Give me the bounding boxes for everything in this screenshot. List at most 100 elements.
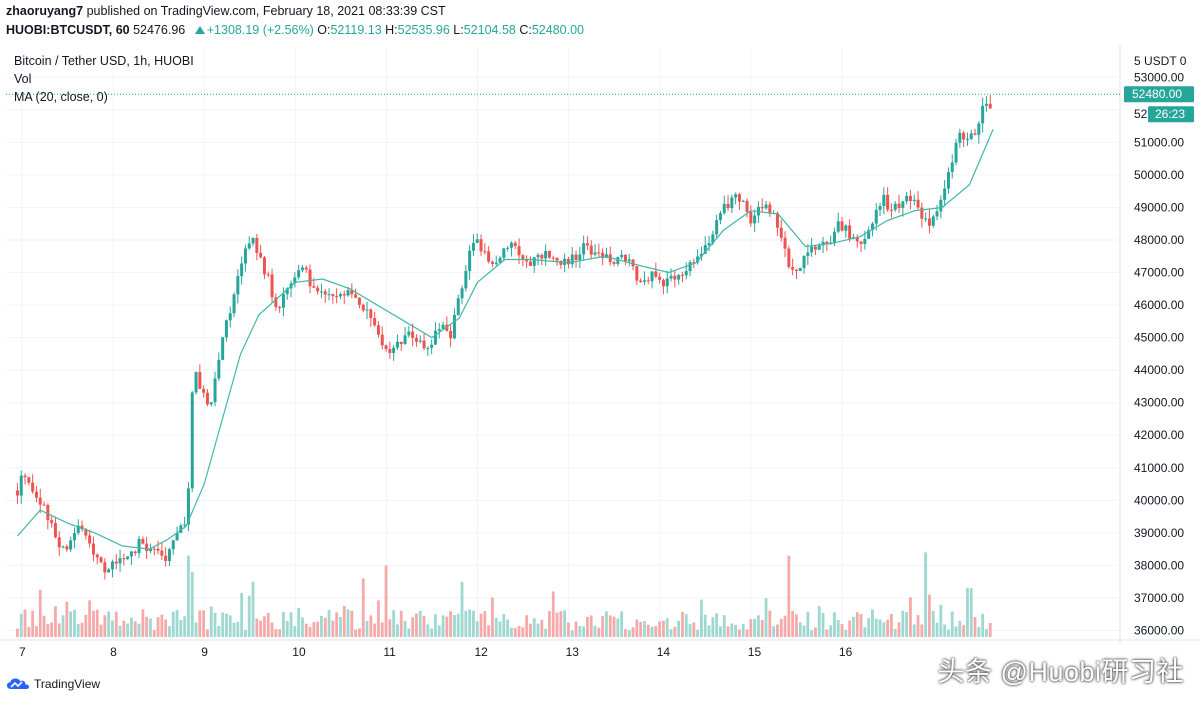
volume-bar (175, 609, 179, 637)
volume-bar (198, 610, 202, 637)
watermark: 头条 @Huobi研习社 (937, 657, 1184, 687)
legend-volume[interactable]: Vol (14, 72, 32, 86)
candle-body (160, 550, 164, 556)
volume-bar (726, 626, 730, 637)
y-tick-label: 48000.00 (1134, 233, 1184, 247)
volume-bar (582, 626, 586, 637)
candle-body (950, 162, 954, 173)
candle-body (703, 245, 707, 254)
volume-bar (597, 627, 601, 637)
volume-bar (130, 617, 133, 637)
candle-body (578, 254, 582, 260)
candle-body (741, 200, 745, 202)
volume-bar (627, 630, 631, 637)
volume-bar (722, 615, 726, 637)
candle-body (984, 103, 988, 106)
candle-body (734, 194, 738, 198)
tradingview-logo[interactable]: TradingView (6, 677, 100, 691)
volume-bar (342, 605, 346, 637)
candle-body (122, 558, 126, 560)
candle-body (194, 372, 198, 393)
candle-body (31, 482, 35, 492)
volume-bar (810, 630, 814, 637)
volume-bar (962, 625, 966, 637)
up-arrow-icon (194, 26, 205, 34)
candle-body (15, 490, 19, 496)
candle-body (141, 538, 145, 544)
volume-bar (772, 626, 776, 637)
volume-bar (263, 616, 266, 637)
publisher-name: zhaoruyang7 (6, 4, 84, 18)
candle-body (840, 221, 844, 231)
volume-bar (760, 619, 764, 637)
volume-bar (16, 628, 19, 637)
volume-bar (179, 619, 183, 637)
candle-body (848, 225, 852, 239)
volume-bar (88, 600, 92, 637)
volume-bar (871, 609, 874, 637)
candle-body (863, 238, 867, 244)
volume-bar (969, 588, 973, 637)
symbol-name[interactable]: HUOBI:BTCUSDT, 60 (6, 23, 130, 37)
x-tick-label: 9 (201, 645, 208, 659)
candle-body (392, 347, 396, 354)
volume-bar (76, 623, 80, 637)
volume-bar (947, 629, 950, 637)
candle-body (327, 294, 331, 296)
legend-title[interactable]: Bitcoin / Tether USD, 1h, HUOBI (14, 54, 194, 68)
candle-body (346, 290, 350, 296)
y-tick-label: 47000.00 (1134, 266, 1184, 280)
candle-body (509, 242, 513, 248)
volume-bar (817, 606, 821, 637)
volume-bar (673, 626, 677, 637)
volume-bar (183, 616, 187, 637)
volume-bar (418, 610, 422, 637)
volume-bar (700, 599, 703, 637)
volume-bar (228, 615, 232, 637)
volume-bar (194, 622, 198, 637)
candle-body (897, 203, 901, 208)
candle-body (886, 194, 890, 210)
candle-body (593, 252, 597, 255)
y-tick-label: 52 (1134, 107, 1148, 121)
candle-body (221, 337, 225, 360)
y-tick-label: 40000.00 (1134, 493, 1184, 507)
volume-bar (380, 622, 384, 637)
volume-bar (931, 610, 935, 637)
candle-body (988, 103, 992, 109)
volume-bar (160, 614, 164, 637)
volume-bar (544, 628, 548, 637)
candle-body (316, 287, 320, 292)
candle-body (547, 250, 551, 258)
candle-body (53, 523, 57, 538)
volume-bar (316, 621, 320, 637)
candle-body (931, 216, 935, 226)
volume-bar (35, 626, 38, 637)
candle-body (859, 241, 863, 244)
candle-body (445, 324, 449, 331)
volume-bar (126, 623, 130, 637)
volume-bar (426, 624, 430, 637)
candle-body (441, 324, 445, 329)
candle-body (973, 133, 977, 135)
candle-body (540, 254, 544, 259)
legend-ma[interactable]: MA (20, close, 0) (14, 90, 108, 104)
candle-body (319, 291, 323, 293)
cloud-icon (7, 678, 29, 689)
volume-bar (320, 615, 323, 637)
candle-body (312, 286, 316, 288)
volume-bar (859, 613, 863, 637)
volume-bar (920, 624, 924, 637)
x-tick-label: 8 (110, 645, 117, 659)
candle-body (825, 241, 829, 245)
volume-bar (909, 597, 912, 637)
volume-bar (977, 626, 981, 637)
candle-body (673, 275, 677, 280)
countdown-tag (1148, 106, 1194, 123)
price-chart[interactable]: 53000.00 51000.00 50000.00 49000.00 48000.00… (0, 44, 1200, 670)
y-tick-label: 41000.00 (1134, 461, 1184, 475)
candle-body (844, 225, 848, 231)
candle-body (669, 275, 673, 279)
candle-body (300, 267, 304, 271)
volume-bar (415, 613, 418, 637)
